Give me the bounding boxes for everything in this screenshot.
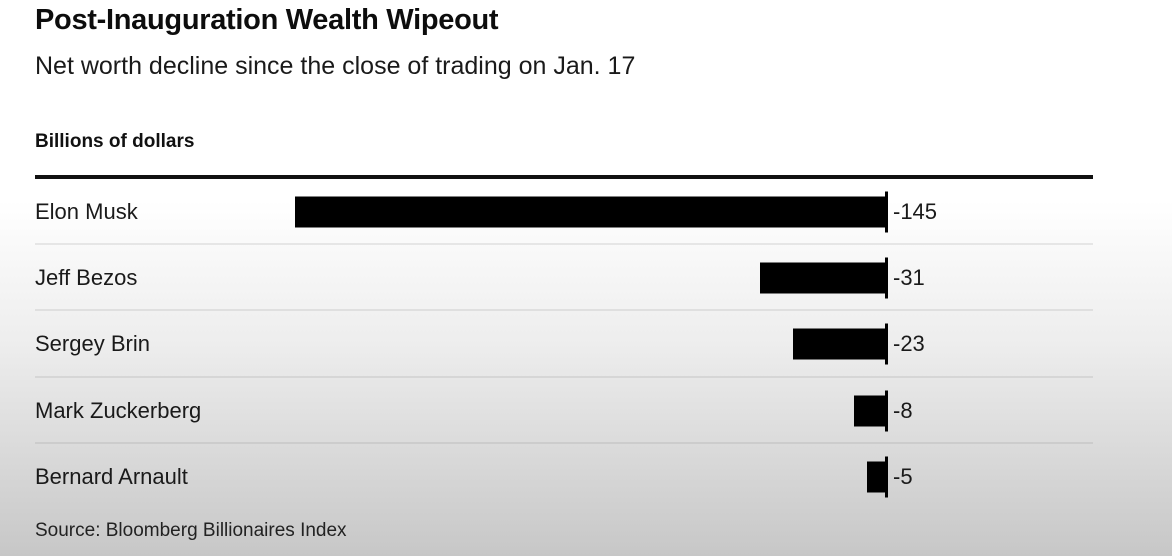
chart-subtitle: Net worth decline since the close of tra…: [35, 52, 636, 80]
bar: [854, 395, 887, 427]
value-label: -5: [893, 464, 913, 489]
category-label: Jeff Bezos: [35, 265, 138, 290]
bar: [760, 262, 887, 294]
row-separator: [35, 376, 1093, 378]
bar-row: Bernard Arnault -5: [0, 444, 1172, 510]
bar-row: Jeff Bezos -31: [0, 245, 1172, 311]
category-label: Mark Zuckerberg: [35, 398, 202, 423]
top-axis-rule: [35, 175, 1093, 179]
row-separator: [35, 243, 1093, 245]
bar: [295, 196, 887, 228]
source-credit: Source: Bloomberg Billionaires Index: [35, 520, 347, 541]
value-label: -145: [893, 199, 938, 224]
baseline-tick: [885, 323, 888, 365]
bar: [867, 461, 887, 493]
chart-title: Post-Inauguration Wealth Wipeout: [35, 4, 499, 36]
baseline-tick: [885, 390, 888, 432]
axis-unit-label: Billions of dollars: [35, 131, 195, 152]
row-separator: [35, 442, 1093, 444]
category-label: Bernard Arnault: [35, 464, 188, 489]
bar: [793, 328, 887, 360]
bar-row: Mark Zuckerberg -8: [0, 378, 1172, 444]
bar-row: Sergey Brin -23: [0, 311, 1172, 377]
baseline-tick: [885, 191, 888, 233]
row-separator: [35, 309, 1093, 311]
baseline-tick: [885, 257, 888, 299]
bar-row: Elon Musk -145: [0, 179, 1172, 245]
category-label: Elon Musk: [35, 199, 138, 224]
value-label: -31: [893, 265, 925, 290]
value-label: -8: [893, 398, 913, 423]
value-label: -23: [893, 331, 925, 356]
baseline-tick: [885, 456, 888, 498]
category-label: Sergey Brin: [35, 331, 150, 356]
